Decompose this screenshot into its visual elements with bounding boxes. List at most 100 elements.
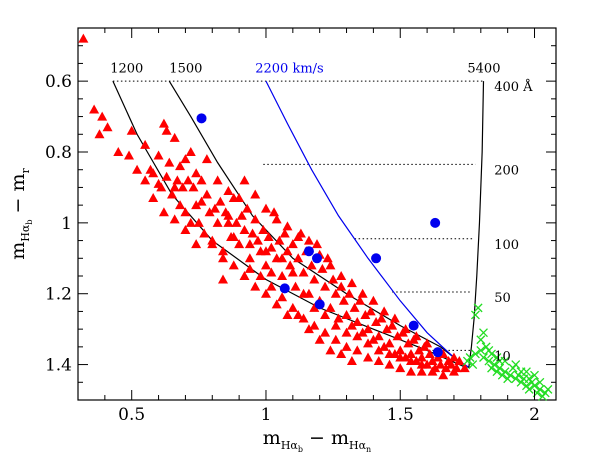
triangle-point	[352, 317, 363, 327]
x-tick-label: 0.5	[118, 405, 145, 425]
triangle-point	[252, 235, 263, 245]
triangle-point	[320, 281, 331, 291]
triangle-point	[113, 147, 124, 156]
triangle-point	[333, 313, 344, 323]
dotted-line-label-2: 100	[494, 238, 519, 253]
triangle-point	[191, 200, 202, 210]
cross-point	[530, 381, 539, 391]
triangle-point	[293, 232, 304, 242]
triangle-point	[244, 253, 255, 263]
circle-point	[314, 299, 325, 310]
cross-point	[481, 342, 491, 352]
triangle-point	[336, 281, 347, 291]
triangle-point	[228, 232, 239, 242]
cross-point	[487, 349, 497, 359]
x-tick-label: 2	[529, 405, 540, 425]
y-label-sub1: Hα	[19, 224, 32, 242]
triangle-point	[395, 363, 406, 373]
x-tick-label: 1	[261, 405, 272, 425]
y-label-dash: − m	[7, 174, 29, 220]
circle-point	[303, 246, 314, 257]
triangle-point	[330, 288, 341, 298]
triangle-point	[94, 129, 105, 139]
y-tick-label: 0.8	[45, 143, 72, 163]
triangle-point	[78, 33, 89, 43]
triangle-point	[373, 345, 384, 355]
x-label-sub1b: b	[298, 445, 303, 454]
circle-point	[312, 253, 322, 264]
cross-point	[505, 370, 515, 380]
triangle-point	[250, 281, 261, 291]
triangle-point	[277, 253, 288, 263]
dotted-line-label-3: 50	[494, 291, 511, 306]
y-label-sub2: r	[19, 168, 32, 174]
triangle-point	[132, 164, 143, 174]
triangle-point	[314, 334, 325, 344]
triangle-point	[303, 324, 314, 334]
triangle-point	[228, 260, 239, 270]
curves	[112, 80, 485, 369]
dotted-lines	[112, 80, 484, 351]
triangle-point	[271, 299, 282, 309]
green-cross-series	[462, 303, 553, 401]
triangle-point	[376, 313, 387, 323]
y-label-main: m	[7, 242, 29, 260]
circle-point	[279, 283, 290, 294]
triangle-point	[363, 352, 374, 362]
triangle-point	[365, 306, 376, 316]
triangle-point	[298, 313, 309, 323]
triangle-point	[250, 214, 261, 224]
triangle-point	[440, 363, 451, 373]
triangle-point	[320, 309, 331, 319]
triangle-point	[234, 239, 245, 249]
triangle-point	[303, 235, 314, 245]
triangle-point	[204, 207, 215, 217]
cross-point	[479, 328, 488, 338]
triangle-point	[231, 217, 242, 227]
triangle-point	[354, 295, 365, 305]
red-triangle-series	[78, 33, 470, 380]
dotted-line-label-0: 400 Å	[494, 79, 533, 95]
triangle-point	[250, 189, 261, 199]
triangle-point	[277, 271, 288, 280]
triangle-point	[282, 309, 293, 319]
triangle-point	[352, 345, 363, 355]
triangle-point	[156, 182, 167, 192]
triangle-point	[344, 288, 355, 298]
triangle-point	[218, 274, 229, 284]
triangle-point	[180, 207, 191, 217]
x-label-dash: − m	[303, 427, 349, 449]
triangle-point	[158, 118, 169, 128]
triangle-point	[212, 217, 223, 227]
triangle-point	[158, 207, 169, 217]
triangle-point	[161, 125, 172, 135]
triangle-point	[209, 203, 220, 213]
triangle-point	[285, 260, 296, 270]
triangle-point	[124, 150, 135, 160]
triangle-point	[411, 331, 422, 341]
triangle-point	[357, 327, 368, 337]
triangle-point	[352, 331, 363, 341]
triangle-point	[164, 157, 175, 167]
cross-point	[535, 377, 545, 387]
cross-point	[524, 384, 534, 394]
triangle-point	[180, 224, 191, 234]
triangle-point	[177, 182, 188, 192]
x-label-sub2: Hα	[349, 439, 367, 452]
triangle-point	[277, 292, 288, 302]
triangle-point	[175, 161, 186, 171]
x-label-sub1: Hα	[281, 439, 299, 452]
triangle-point	[395, 352, 406, 362]
triangle-point	[260, 288, 271, 298]
triangle-point	[384, 338, 395, 348]
triangle-point	[338, 295, 349, 305]
triangle-point	[175, 200, 186, 210]
triangle-point	[446, 359, 457, 369]
triangle-point	[325, 260, 336, 270]
triangle-point	[126, 125, 137, 135]
triangle-point	[448, 352, 459, 362]
x-axis-label: mHαb − mHαn	[263, 427, 371, 454]
triangle-point	[274, 235, 285, 245]
triangle-point	[247, 228, 258, 238]
curve-label-1: 1500	[169, 62, 202, 77]
